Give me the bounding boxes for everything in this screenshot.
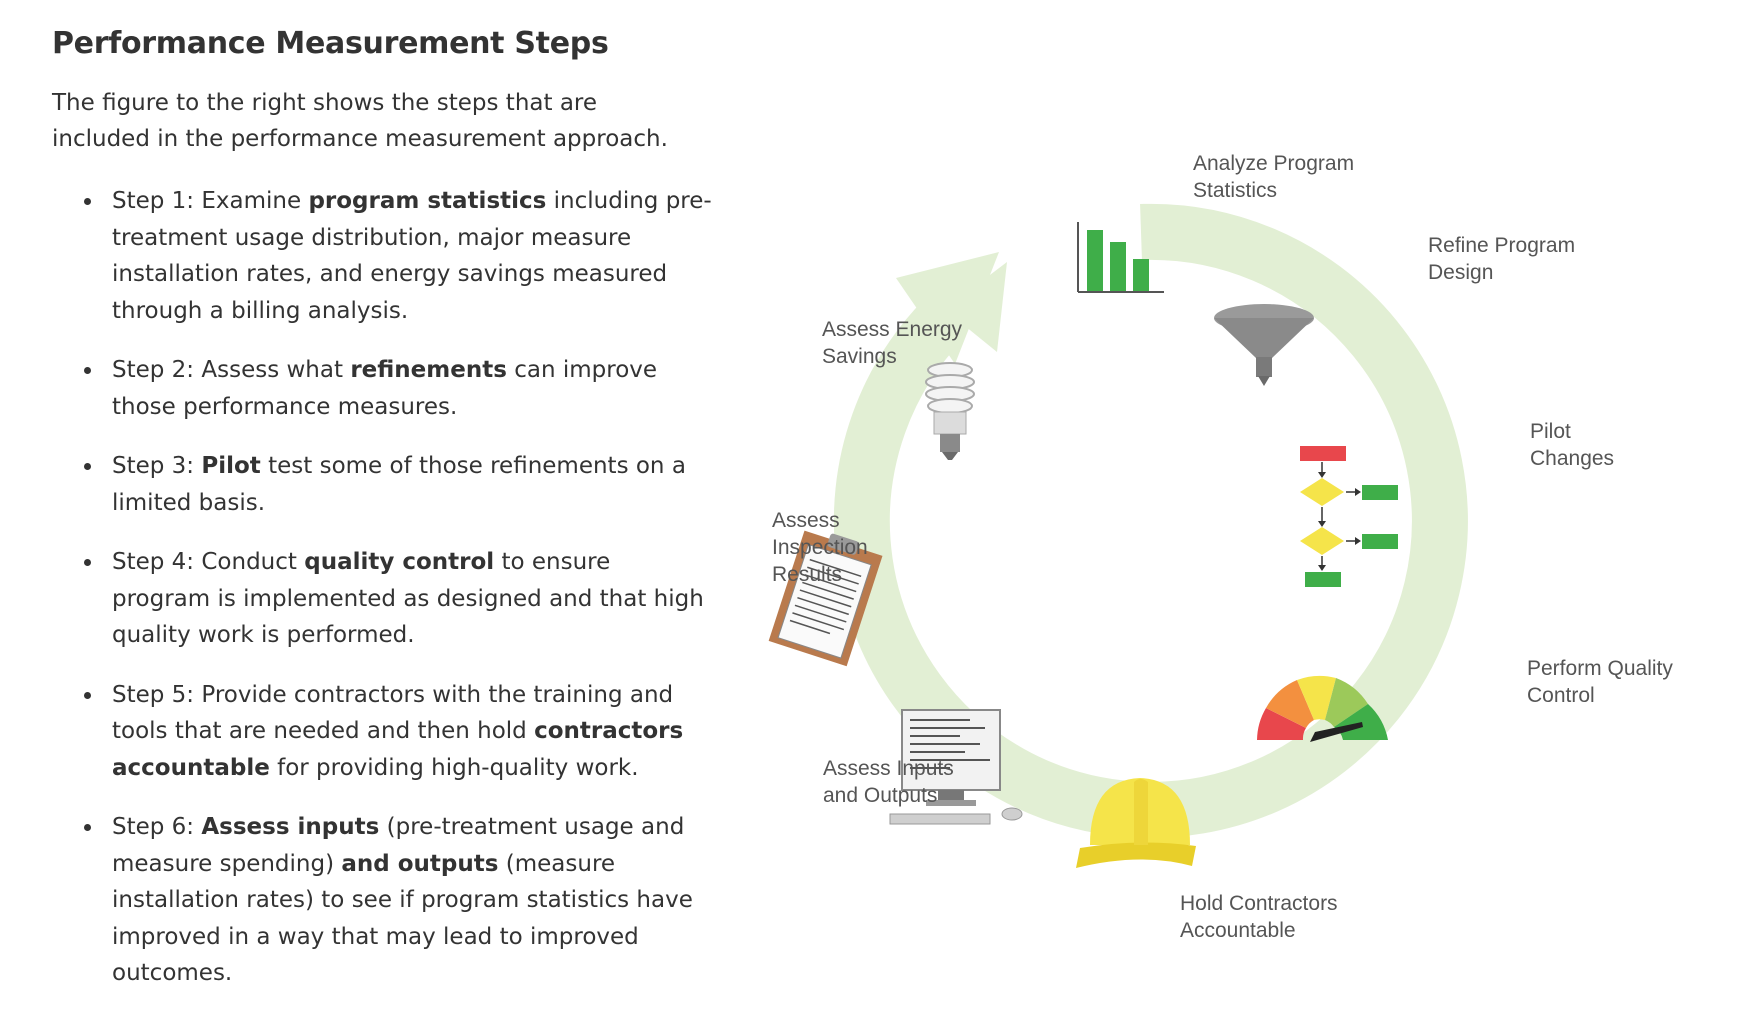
step-text: test some of those refinements on a limi… [112,453,686,516]
funnel-icon [1214,304,1314,386]
steps-list: Step 1: Examine program statistics inclu… [52,183,712,992]
label-line: Assess [772,509,840,532]
label-line: Pilot [1530,420,1571,443]
step-keyword: contractors accountable [112,718,684,781]
label-line: Assess Energy [822,318,963,341]
label-assess-inspection-results: Assess Inspection Results [772,507,868,588]
cycle-diagram-graphic [768,203,1468,868]
step-item-2: Step 2: Assess what refinements can impr… [84,352,712,425]
step-text: (measure installation rates) to see if p… [112,850,693,987]
label-line: Accountable [1180,919,1296,942]
step-keyword: Assess inputs [201,814,380,840]
step-text: Step 5: Provide contractors with the tra… [112,681,674,745]
label-assess-inputs-outputs: Assess Inputs and Outputs [823,755,954,809]
step-text: can improve those performance measures. [112,357,658,420]
label-line: Design [1428,261,1494,284]
step-keyword: quality control [304,549,495,575]
step-keyword: refinements [350,357,507,383]
intro-paragraph: The figure to the right shows the steps … [52,90,668,152]
text-column: Performance Measurement Steps The figure… [52,26,712,1015]
gauge-icon [1257,675,1388,742]
step-item-4: Step 4: Conduct quality control to ensur… [84,544,712,654]
step-text: Step 4: Conduct [112,549,305,575]
label-line: Savings [822,345,897,368]
cycle-arrow-tip [896,252,999,364]
label-line: Analyze Program [1193,152,1355,175]
label-pilot-changes: Pilot Changes [1530,418,1614,472]
computer-icon [889,709,1023,825]
label-line: Assess Inputs [823,757,954,780]
step-keyword: and outputs [341,850,499,877]
step-text: Step 1: Examine [112,188,309,214]
label-line: Refine Program [1428,234,1576,257]
step-keyword: Pilot [201,453,261,479]
label-line: Inspection [772,536,868,559]
cycle-diagram: Analyze Program Statistics Refine Progra… [760,0,1754,1006]
label-line: Control [1527,684,1595,707]
step-text: (pre-treatment usage and measure spendin… [112,814,685,877]
label-line: Changes [1530,447,1615,470]
step-text: Step 2: Assess what [112,357,351,383]
clipboard-icon [768,530,883,667]
label-refine-program-design: Refine Program Design [1428,232,1575,286]
bar-chart-icon [1077,222,1164,293]
step-text: including pre-treatment usage distributi… [112,188,712,324]
lightbulb-icon [925,362,975,460]
label-line: Results [772,563,843,586]
step-item-3: Step 3: Pilot test some of those refinem… [84,448,712,521]
step-text: Step 3: [112,453,202,479]
hard-hat-icon [1076,778,1196,868]
label-hold-contractors-accountable: Hold Contractors Accountable [1180,890,1338,944]
page-title: Performance Measurement Steps [52,26,609,61]
step-text: for providing high-quality work. [269,754,639,781]
label-perform-quality-control: Perform Quality Control [1527,655,1673,709]
label-line: Perform Quality [1527,657,1673,680]
label-analyze-program-statistics: Analyze Program Statistics [1193,150,1354,204]
step-text: Step 6: [112,814,202,840]
step-item-6: Step 6: Assess inputs (pre-treatment usa… [84,809,712,992]
label-assess-energy-savings: Assess Energy Savings [822,316,962,370]
flowchart-icon [1300,446,1398,587]
step-text: to ensure program is implemented as desi… [112,549,704,648]
label-line: and Outputs [823,784,938,807]
label-line: Statistics [1193,179,1278,202]
step-item-1: Step 1: Examine program statistics inclu… [84,183,712,329]
step-item-5: Step 5: Provide contractors with the tra… [84,677,712,787]
step-keyword: program statistics [308,188,547,214]
label-line: Hold Contractors [1180,892,1338,915]
